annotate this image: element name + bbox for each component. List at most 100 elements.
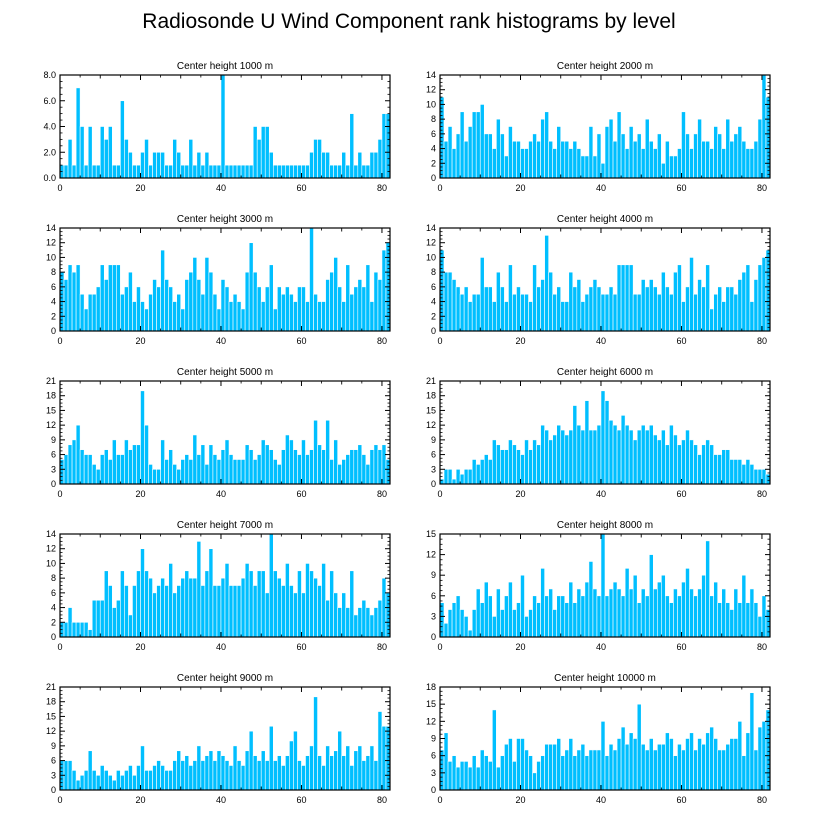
bar [455, 766, 461, 791]
bar [648, 554, 654, 638]
bar [677, 743, 682, 791]
bar [71, 164, 77, 179]
bar [120, 100, 125, 179]
bar [107, 459, 113, 485]
bar [373, 760, 379, 791]
bar [439, 478, 445, 485]
y-tick-label: 6 [431, 282, 436, 292]
panel-10: Center height 10000 m 0 3 6 9 12 15 18 0 20 40 60 80 [426, 673, 771, 805]
x-tick-label: 20 [515, 795, 525, 805]
bar [240, 308, 246, 332]
bar [99, 765, 105, 791]
bar [652, 749, 658, 791]
bar [353, 164, 359, 179]
bar [753, 140, 759, 179]
bar [87, 750, 93, 791]
bar [232, 745, 238, 791]
bar [536, 761, 541, 791]
bar [741, 574, 747, 638]
bar [272, 459, 278, 485]
bar [560, 595, 566, 638]
bar [636, 293, 642, 332]
bar [467, 766, 473, 791]
bar [532, 264, 537, 332]
bar [681, 581, 686, 638]
bar [447, 271, 453, 332]
bar [596, 286, 602, 332]
bar [451, 148, 457, 179]
bar [640, 588, 646, 638]
bar [116, 164, 121, 179]
bar [624, 743, 630, 791]
bar [733, 459, 739, 485]
bar [620, 415, 626, 485]
x-tick-label: 80 [377, 642, 387, 652]
bar [256, 454, 262, 485]
bar [524, 616, 529, 638]
x-tick-label: 40 [216, 642, 226, 652]
bar [277, 464, 282, 485]
bar [604, 755, 610, 791]
x-tick-label: 80 [757, 642, 767, 652]
panel-5: Center height 5000 m 0 3 6 9 12 15 18 21 0 20 40 60 8… [46, 367, 391, 499]
bar [120, 293, 125, 332]
x-tick-label: 80 [377, 795, 387, 805]
bar [329, 570, 334, 638]
bar [556, 286, 562, 332]
bar [596, 749, 602, 791]
y-tick-label: 0 [431, 632, 436, 642]
bar [713, 126, 718, 179]
bar [156, 585, 161, 638]
bar [487, 761, 493, 791]
bar [548, 743, 553, 791]
bar [369, 301, 375, 332]
bar [136, 164, 141, 179]
x-tick-label: 60 [676, 336, 686, 346]
bar [83, 308, 89, 332]
bar [757, 726, 763, 791]
bar [260, 439, 266, 485]
bar [548, 439, 553, 485]
bar [528, 755, 533, 791]
bar [252, 459, 258, 485]
y-tick-label: 0 [431, 785, 436, 795]
bar [272, 570, 278, 638]
bar [297, 164, 302, 179]
bar [487, 459, 493, 485]
bar [148, 293, 153, 332]
y-tick-label: 12 [426, 550, 436, 560]
y-tick-label: 3 [51, 464, 56, 474]
bar [729, 286, 735, 332]
bar [701, 574, 706, 638]
bar [341, 592, 347, 638]
bar [584, 581, 590, 638]
x-tick-label: 80 [757, 489, 767, 499]
bar [528, 140, 533, 179]
bar [765, 609, 771, 638]
bar [325, 419, 330, 485]
bar [216, 459, 222, 485]
bar [612, 581, 618, 638]
bar [576, 424, 582, 485]
bar [463, 140, 469, 179]
bar [224, 439, 230, 485]
bar [365, 164, 371, 179]
bar [248, 242, 254, 332]
x-tick-label: 40 [216, 336, 226, 346]
panel-8: Center height 8000 m 0 3 6 9 12 15 0 20 40 60 80 [426, 520, 771, 652]
bar [475, 111, 481, 179]
bar [580, 155, 586, 179]
bar [341, 459, 347, 485]
y-tick-label: 18 [426, 682, 436, 692]
bar [608, 419, 614, 485]
y-tick-label: 8 [51, 573, 56, 583]
bar [103, 139, 109, 179]
bar [620, 264, 626, 332]
bar [632, 574, 638, 638]
bar [644, 595, 650, 638]
y-tick-label: 8.0 [43, 70, 56, 80]
bar [721, 449, 727, 485]
bar [91, 599, 97, 638]
bar [572, 140, 578, 179]
bar [757, 264, 763, 332]
